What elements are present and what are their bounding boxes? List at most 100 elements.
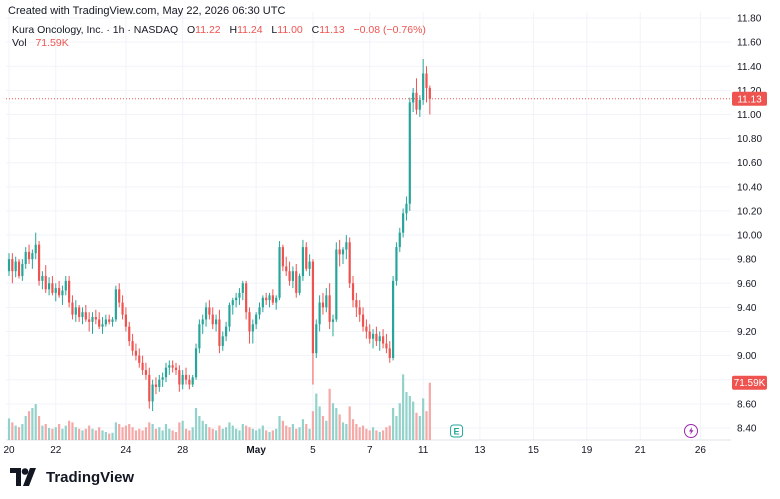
x-tick-label: 15 [528,445,540,456]
candle-body [98,319,101,327]
event-markers[interactable]: E [450,424,698,438]
volume-bar [305,424,308,440]
price-axis[interactable]: 8.408.608.809.009.209.409.609.8010.0010.… [737,14,762,435]
candle-body [308,261,311,269]
volume-bar [275,428,278,440]
y-tick-label: 10.80 [737,134,762,145]
volume-bar [208,427,211,440]
candle-body [245,283,248,313]
volume-bar [365,428,368,440]
volume-bar [201,420,204,440]
x-tick-label: 21 [635,445,647,456]
volume-bar [74,427,77,440]
candle-body [298,276,301,293]
candle-body [388,348,391,359]
candle-body [104,319,107,325]
candle-body [321,302,325,308]
volume-value: 71.59K [35,37,69,49]
volume-bar [14,425,17,440]
candle-body [228,304,231,327]
lightning-icon[interactable] [684,424,698,438]
candle-body [41,276,44,281]
candle-body [405,203,408,214]
candle-body [428,87,431,99]
candle-body [231,300,234,305]
last-volume-badge [732,375,767,390]
x-tick-label: 19 [581,445,593,456]
candle-body [335,249,338,320]
candle-body [412,92,415,103]
candle-body [154,384,158,387]
x-tick-label: 22 [50,445,62,456]
axis-badges: 11.13 71.59K [732,91,767,390]
candle-body [402,213,405,233]
volume-bar [395,416,398,440]
volume-bar [418,416,421,440]
candle-body [141,362,144,371]
open-value: 11.22 [195,24,221,36]
volume-bar [78,428,81,440]
candle-body [271,295,274,303]
volume-bar [388,425,391,440]
candle-body [178,370,181,385]
volume-bar [231,425,234,440]
candle-body [288,271,291,281]
symbol-legend[interactable]: Kura Oncology, Inc. · 1h · NASDAQ O11.22… [12,24,426,36]
volume-legend[interactable]: Vol 71.59K [12,37,69,49]
candle-body [218,319,221,346]
volume-bar [71,422,74,440]
volume-bar [154,428,158,440]
candle-body [198,324,201,349]
volume-bar [428,382,431,440]
candle-body [164,367,168,378]
volume-bar [204,424,208,440]
candle-body [188,379,191,385]
volume-bar [21,424,24,440]
volume-bar [211,428,214,440]
candle-body [71,302,74,315]
candle-body [241,283,244,293]
x-tick-label: 20 [3,445,15,456]
volume-bar [17,427,21,440]
x-tick-label: 26 [695,445,707,456]
volume-bar [47,428,51,440]
candle-body [174,367,178,371]
last-price-badge [732,91,767,106]
candle-body [425,73,428,88]
volume-bar [295,428,298,440]
volume-bar [301,419,305,440]
volume-bar [37,416,41,440]
candle-body [68,280,71,303]
volume-bar [318,406,321,440]
candle-body [88,319,91,322]
x-tick-label: 11 [418,445,429,456]
y-tick-label: 10.40 [737,182,762,193]
high-label: H [229,24,238,36]
candle-body [54,288,57,293]
candle-body [315,324,318,354]
volume-bar [44,424,47,440]
candle-body [291,271,294,281]
candle-body [348,242,351,284]
candle-body [17,261,21,277]
candle-body [325,295,328,308]
candle-body [275,297,278,303]
earnings-icon[interactable]: E [450,424,464,438]
candle-body [124,314,127,327]
volume-bar [174,432,178,440]
last-price-badge-text: 11.13 [737,94,762,105]
tradingview-logo[interactable]: TradingView [10,468,134,486]
volume-bar [34,404,37,440]
volume-bar [285,425,288,440]
y-tick-label: 11.60 [737,38,762,49]
volume-bar [191,427,194,440]
volume-bar [184,428,188,440]
candle-body [395,247,398,281]
candle-body [14,261,17,272]
volume-bar [278,416,281,440]
time-axis[interactable]: 20 22 24 28 May 5 7 11 13 15 19 21 26 [3,445,706,456]
y-tick-label: 9.80 [737,255,757,266]
candle-body [214,319,218,325]
volume-bar [164,424,168,440]
